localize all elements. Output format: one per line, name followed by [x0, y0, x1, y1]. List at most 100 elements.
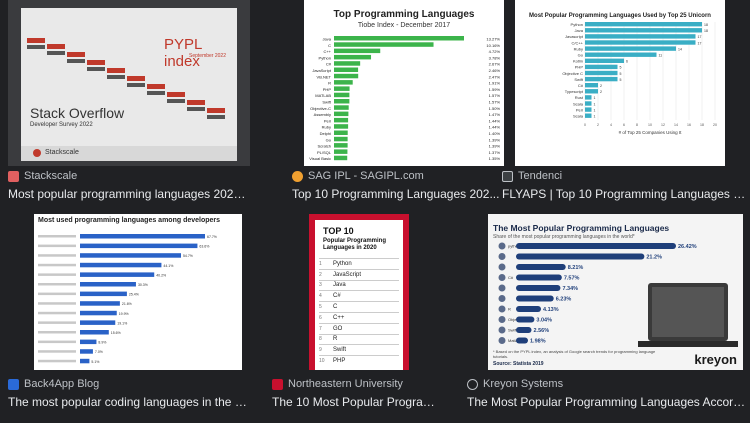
list-item-rank: 5 [319, 304, 322, 311]
bar [516, 306, 542, 312]
result-title[interactable]: FLYAPS | Top 10 Programming Languages Us… [502, 187, 750, 201]
bar-label: PHP [323, 87, 332, 92]
bar-value: 1.35% [489, 156, 501, 161]
language-logo-icon [498, 253, 506, 260]
result-thumbnail[interactable]: Top Programming Languages Tiobe Index - … [304, 0, 504, 166]
bar-label: Python [571, 22, 583, 27]
source-name: Stackscale [24, 170, 78, 182]
result-thumbnail[interactable]: Most Popular Programming Languages Used … [515, 0, 725, 166]
thumbnail-image: Most Popular Programming Languages Used … [515, 0, 725, 166]
bar [334, 36, 464, 41]
result-source[interactable]: Northeastern University [272, 378, 403, 390]
bar-value: 7.0% [95, 350, 103, 354]
bar [334, 143, 348, 148]
bar-label-placeholder [38, 321, 76, 324]
result-title[interactable]: Most popular programming languages 2022 … [8, 187, 250, 201]
list-item: 1 Python [319, 258, 399, 269]
result-title[interactable]: Top 10 Programming Languages 202... [292, 187, 500, 201]
language-logo-icon [498, 284, 506, 292]
bar [516, 316, 535, 323]
bar-label: PL/SQL [317, 150, 332, 155]
bar [516, 327, 532, 333]
bar-value: 13.27% [486, 37, 500, 42]
thumb-heading: Top Programming Languages [333, 9, 475, 20]
result-source[interactable]: Back4App Blog [8, 378, 99, 390]
result-source[interactable]: SAG IPL - SAGIPL.com [292, 170, 424, 182]
bar [585, 52, 657, 57]
bar-value: 1.59% [489, 87, 501, 92]
result-thumbnail[interactable]: PYPL index September 2022 Stack Overflow… [8, 0, 250, 166]
result-title[interactable]: The most popular coding languages in the… [8, 395, 250, 409]
bar [80, 301, 120, 306]
bar-label: Java [323, 37, 332, 42]
source-name: Tendenci [518, 170, 563, 182]
bar-value: 1.98% [530, 339, 546, 345]
bar-label: Objective-C [310, 106, 331, 111]
result-source[interactable]: Kreyon Systems [467, 378, 563, 390]
result-title[interactable]: The 10 Most Popular Programming Language… [272, 395, 444, 409]
kreyon-bar-chart: python 26.42% 21.2% 8.21% C# 7.57% 7.34% 6.23% R… [498, 242, 738, 347]
bar [334, 48, 381, 54]
bar-value: 40.2% [156, 273, 166, 277]
bar-value: 8.9% [98, 341, 106, 345]
bar [585, 70, 618, 76]
bar [80, 253, 181, 258]
bar-label: Visual Basic [309, 156, 331, 161]
bar [80, 234, 205, 239]
bar [80, 330, 109, 335]
thumbnail-image: TOP 10 Popular Programming Languages in … [315, 220, 403, 370]
bar [334, 124, 349, 129]
bar [80, 339, 97, 345]
bar [516, 337, 528, 344]
bar [516, 243, 676, 249]
bar [334, 111, 349, 117]
bar-value: 2.46% [489, 68, 501, 73]
bar-label: Ruby [322, 125, 331, 130]
bar-value: 17 [698, 35, 702, 39]
bar-value: 15.6% [111, 331, 121, 335]
bar-value: 30.3% [138, 283, 148, 287]
bar-value: 1.57% [489, 100, 501, 105]
bar-value: 63.6% [199, 245, 209, 249]
list-item-label: C# [333, 293, 341, 300]
bar [334, 99, 350, 104]
tendenci-favicon-icon [502, 170, 513, 182]
bar-value: 10.16% [486, 43, 500, 48]
language-logo-icon [498, 305, 506, 313]
list-item: 4 C# [319, 290, 399, 301]
bar-value: 2.67% [489, 62, 501, 67]
tick-label: 20 [713, 123, 717, 127]
bar-value: 1.39% [489, 137, 501, 142]
list-item: 2 JavaScript [319, 268, 399, 280]
bar [334, 67, 359, 72]
bar [585, 22, 702, 27]
list-item-rank: 9 [319, 347, 322, 354]
result-thumbnail[interactable]: The Most Popular Programming Languages S… [488, 214, 743, 370]
result-source[interactable]: Stackscale [8, 170, 77, 182]
stackscale-graphic [21, 38, 237, 161]
thumb-heading: PYPL index [164, 36, 202, 70]
thumbnail-image: PYPL index September 2022 Stack Overflow… [21, 8, 237, 161]
bar [585, 101, 592, 106]
language-logo-icon [498, 274, 506, 281]
bar [334, 155, 348, 161]
result-thumbnail[interactable]: Most used programming languages among de… [34, 214, 242, 370]
bar [334, 117, 349, 123]
bar [80, 358, 90, 364]
bar [585, 46, 676, 51]
thumb-footer-sub: Developer Survey 2022 [30, 122, 93, 128]
bar-value: 2 [600, 90, 602, 94]
bar-label: Typescript [565, 89, 584, 94]
bar-label: Perl [576, 107, 583, 112]
bar [334, 54, 372, 60]
result-title[interactable]: The Most Popular Programming Languages A… [467, 395, 747, 409]
bar-value: 1 [594, 115, 596, 119]
bar-value: 11 [659, 54, 663, 58]
bar-value: 17 [698, 41, 702, 45]
bar [516, 285, 561, 291]
bar-label: Perl [324, 118, 331, 123]
result-thumbnail[interactable]: TOP 10 Popular Programming Languages in … [309, 214, 409, 370]
result-source[interactable]: Tendenci [502, 170, 562, 182]
bar-value: 5.1% [91, 360, 99, 364]
